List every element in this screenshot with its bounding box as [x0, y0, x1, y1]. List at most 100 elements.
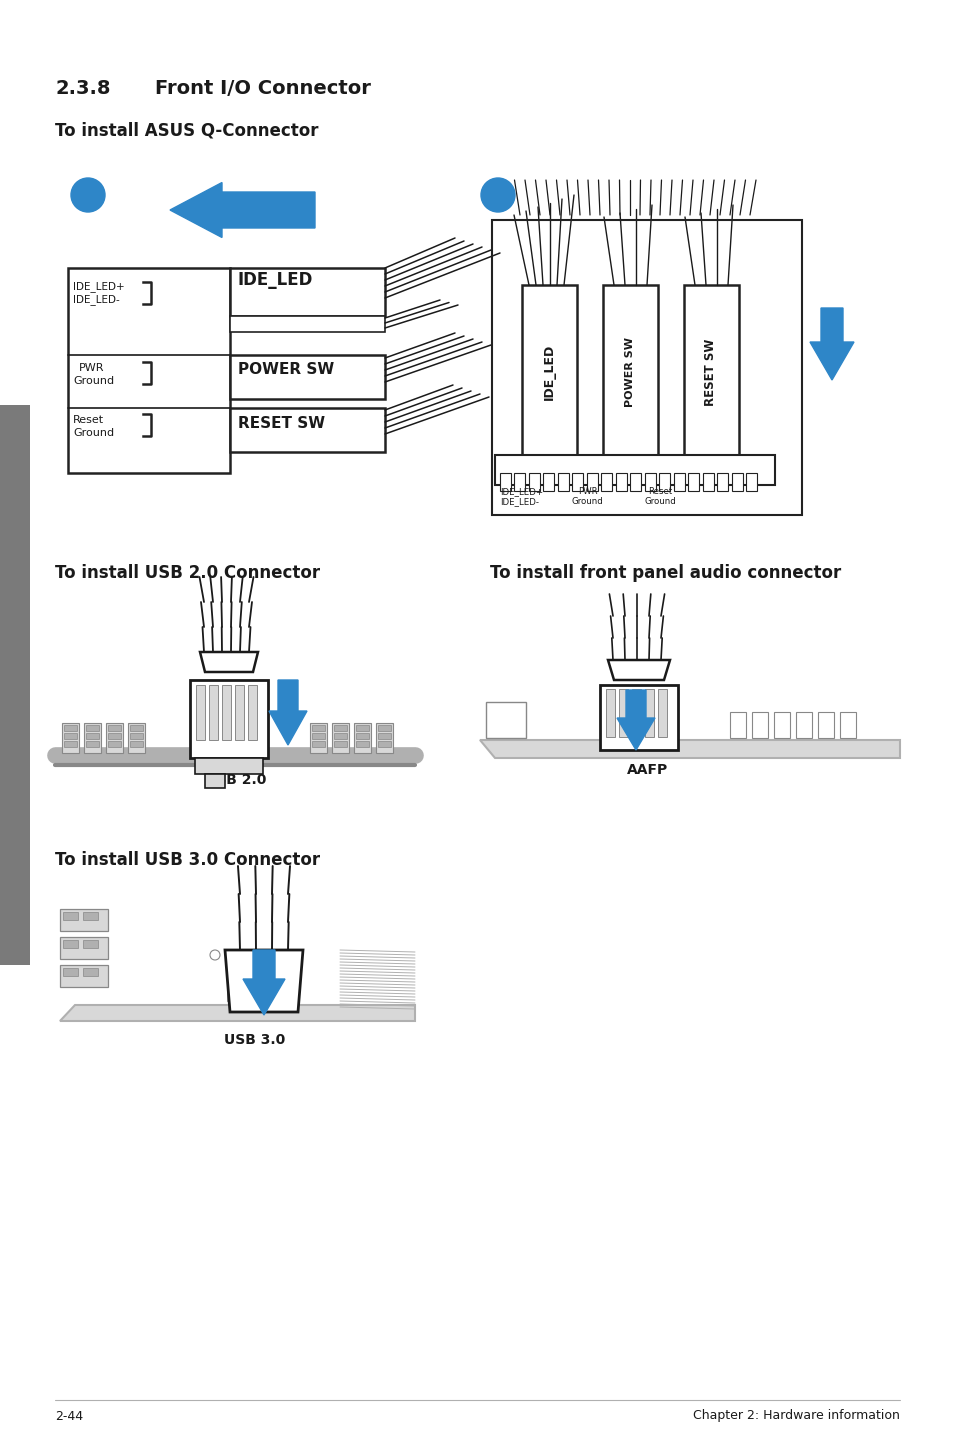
Text: Chapter 2: Hardware information: Chapter 2: Hardware information — [693, 1409, 899, 1422]
Text: IDE_LED-: IDE_LED- — [73, 295, 120, 305]
Bar — [605, 689, 615, 738]
Circle shape — [285, 951, 294, 961]
Bar — [312, 741, 325, 746]
Text: Front I/O Connector: Front I/O Connector — [154, 79, 371, 98]
Bar — [729, 712, 745, 738]
Bar — [83, 940, 98, 948]
Bar — [334, 725, 347, 731]
Bar — [377, 733, 391, 739]
Text: To install ASUS Q-Connector: To install ASUS Q-Connector — [55, 121, 318, 139]
Bar — [485, 702, 525, 738]
Text: 1: 1 — [82, 186, 94, 204]
Bar — [745, 473, 757, 490]
Circle shape — [234, 951, 245, 961]
Bar — [205, 774, 225, 788]
Bar — [817, 712, 833, 738]
Bar — [751, 712, 767, 738]
Bar — [269, 985, 274, 1001]
Circle shape — [260, 951, 270, 961]
Text: IDE_LED+: IDE_LED+ — [73, 282, 125, 292]
Bar — [86, 725, 99, 731]
Bar — [312, 733, 325, 739]
Text: RESET SW: RESET SW — [237, 417, 325, 431]
Bar — [108, 741, 121, 746]
Bar — [310, 723, 327, 754]
Bar — [602, 285, 658, 460]
Bar — [495, 454, 774, 485]
Bar — [86, 733, 99, 739]
Text: IDE_LED: IDE_LED — [542, 344, 555, 400]
Circle shape — [71, 178, 105, 211]
Bar — [644, 689, 654, 738]
Bar — [130, 733, 143, 739]
Bar — [773, 712, 789, 738]
Bar — [130, 741, 143, 746]
Bar — [60, 938, 108, 959]
Bar — [230, 267, 385, 316]
Text: To install USB 3.0 Connector: To install USB 3.0 Connector — [55, 851, 320, 869]
Bar — [332, 723, 349, 754]
Bar — [84, 723, 101, 754]
Bar — [659, 473, 670, 490]
Circle shape — [480, 178, 515, 211]
Bar — [254, 985, 260, 1001]
Bar — [108, 725, 121, 731]
Bar — [290, 985, 294, 1001]
Bar — [209, 684, 218, 741]
Bar — [283, 985, 288, 1001]
Bar — [64, 741, 77, 746]
Polygon shape — [479, 741, 899, 758]
Bar — [354, 723, 371, 754]
Text: POWER SW: POWER SW — [624, 336, 635, 407]
Text: Ground: Ground — [644, 498, 676, 506]
Bar — [688, 473, 699, 490]
Text: IDE_LED: IDE_LED — [237, 270, 313, 289]
Text: 2-44: 2-44 — [55, 1409, 83, 1422]
Bar — [233, 985, 239, 1001]
Bar — [63, 968, 78, 976]
Bar — [195, 684, 205, 741]
Bar — [275, 985, 281, 1001]
Text: USB 3.0: USB 3.0 — [224, 1032, 285, 1047]
Bar — [234, 684, 244, 741]
Circle shape — [210, 951, 220, 961]
Bar — [514, 473, 525, 490]
Bar — [618, 689, 627, 738]
Bar — [529, 473, 539, 490]
FancyArrow shape — [269, 680, 307, 745]
Text: POWER SW: POWER SW — [237, 362, 334, 378]
Text: IDE_LED+: IDE_LED+ — [499, 487, 542, 496]
Bar — [355, 733, 369, 739]
Text: PWR: PWR — [79, 362, 105, 372]
Bar — [190, 680, 268, 758]
Bar — [63, 912, 78, 920]
Bar — [658, 689, 666, 738]
Bar — [248, 985, 253, 1001]
Bar — [83, 968, 98, 976]
Text: IDE_LED-: IDE_LED- — [499, 498, 538, 506]
Bar — [0, 406, 30, 965]
Bar — [60, 909, 108, 930]
Text: AAFP: AAFP — [627, 764, 668, 777]
Bar — [227, 985, 232, 1001]
Text: To install USB 2.0 Connector: To install USB 2.0 Connector — [55, 564, 320, 582]
Text: Reset: Reset — [73, 416, 104, 426]
Bar — [616, 473, 626, 490]
Bar — [68, 267, 230, 473]
Bar — [108, 733, 121, 739]
Text: RESET SW: RESET SW — [703, 338, 717, 406]
FancyArrow shape — [617, 690, 655, 751]
Bar — [60, 965, 108, 986]
Bar — [262, 985, 267, 1001]
Bar — [312, 725, 325, 731]
Bar — [83, 912, 98, 920]
Polygon shape — [200, 651, 257, 672]
Bar — [194, 758, 263, 774]
Bar — [130, 725, 143, 731]
Bar — [673, 473, 684, 490]
Text: USB 2.0: USB 2.0 — [205, 774, 266, 787]
Bar — [840, 712, 855, 738]
Bar — [702, 473, 713, 490]
FancyArrow shape — [243, 951, 285, 1015]
Bar — [717, 473, 728, 490]
